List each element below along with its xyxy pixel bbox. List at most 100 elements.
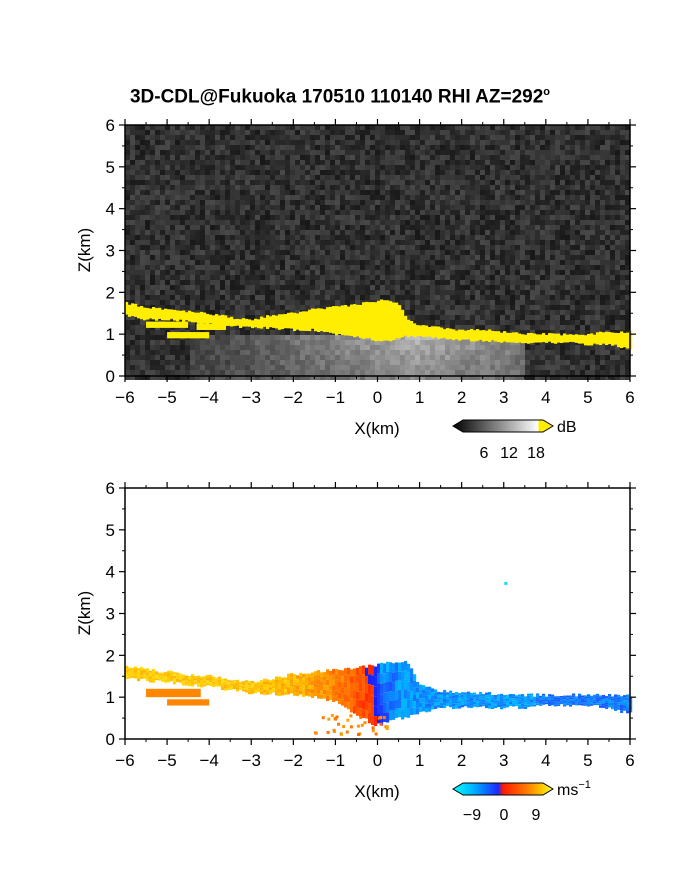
reflectivity-cell (595, 175, 600, 180)
reflectivity-cell (500, 350, 505, 355)
reflectivity-cell (415, 230, 420, 235)
reflectivity-cell (570, 210, 575, 215)
reflectivity-cell (125, 365, 130, 370)
reflectivity-cell (360, 345, 365, 350)
reflectivity-cell (180, 170, 185, 175)
reflectivity-cell (520, 360, 525, 365)
reflectivity-cell (550, 205, 555, 210)
reflectivity-cell (510, 250, 515, 255)
reflectivity-cell (575, 230, 580, 235)
reflectivity-cell (510, 185, 515, 190)
reflectivity-cell (295, 260, 300, 265)
reflectivity-cell (545, 305, 550, 310)
reflectivity-cell (455, 215, 460, 220)
reflectivity-cell (260, 140, 265, 145)
reflectivity-cell (130, 325, 135, 330)
reflectivity-cell (285, 210, 290, 215)
reflectivity-cell (140, 320, 145, 325)
reflectivity-cell (205, 220, 210, 225)
reflectivity-cell (255, 130, 260, 135)
reflectivity-cell (395, 185, 400, 190)
reflectivity-cell (500, 265, 505, 270)
reflectivity-cell (530, 205, 535, 210)
reflectivity-cell (300, 160, 305, 165)
reflectivity-cell (300, 175, 305, 180)
reflectivity-cell (335, 135, 340, 140)
reflectivity-cell (300, 285, 305, 290)
reflectivity-cell (275, 130, 280, 135)
reflectivity-cell (365, 140, 370, 145)
reflectivity-cell (510, 150, 515, 155)
reflectivity-cell (555, 215, 560, 220)
reflectivity-cell (170, 170, 175, 175)
reflectivity-cell (485, 140, 490, 145)
reflectivity-cell (590, 245, 595, 250)
reflectivity-cell (530, 235, 535, 240)
reflectivity-cell (305, 170, 310, 175)
reflectivity-cell (445, 170, 450, 175)
reflectivity-cell (470, 150, 475, 155)
reflectivity-cell (145, 210, 150, 215)
reflectivity-cell (160, 215, 165, 220)
reflectivity-cell (505, 330, 510, 335)
reflectivity-cell (350, 365, 355, 370)
reflectivity-cell (605, 275, 610, 280)
reflectivity-cell (530, 255, 535, 260)
reflectivity-cell (335, 140, 340, 145)
reflectivity-cell (175, 140, 180, 145)
reflectivity-cell (405, 280, 410, 285)
reflectivity-cell (175, 200, 180, 205)
reflectivity-cell (290, 140, 295, 145)
reflectivity-cell (205, 185, 210, 190)
reflectivity-cell (235, 170, 240, 175)
reflectivity-cell (585, 150, 590, 155)
reflectivity-cell (385, 130, 390, 135)
reflectivity-cell (175, 345, 180, 350)
reflectivity-cell (250, 205, 255, 210)
reflectivity-cell (420, 230, 425, 235)
reflectivity-cell (140, 135, 145, 140)
reflectivity-cell (370, 140, 375, 145)
reflectivity-cell (590, 230, 595, 235)
reflectivity-cell (175, 155, 180, 160)
reflectivity-cell (380, 175, 385, 180)
reflectivity-cell (300, 125, 305, 130)
reflectivity-cell (540, 325, 545, 330)
reflectivity-cell (390, 175, 395, 180)
reflectivity-cell (345, 355, 350, 360)
reflectivity-cell (195, 255, 200, 260)
reflectivity-cell (245, 250, 250, 255)
reflectivity-cell (240, 150, 245, 155)
reflectivity-cell (460, 305, 465, 310)
reflectivity-cell (480, 285, 485, 290)
reflectivity-cell (245, 165, 250, 170)
reflectivity-cell (205, 150, 210, 155)
reflectivity-cell (620, 225, 625, 230)
reflectivity-cell (420, 340, 425, 345)
reflectivity-cell (435, 300, 440, 305)
reflectivity-cell (280, 155, 285, 160)
reflectivity-cell (575, 210, 580, 215)
reflectivity-cell (185, 130, 190, 135)
reflectivity-cell (185, 205, 190, 210)
reflectivity-cell (330, 220, 335, 225)
reflectivity-cell (515, 200, 520, 205)
reflectivity-cell (235, 205, 240, 210)
reflectivity-cell (550, 185, 555, 190)
reflectivity-cell (485, 240, 490, 245)
reflectivity-cell (355, 205, 360, 210)
reflectivity-cell (540, 340, 545, 345)
reflectivity-cell (270, 205, 275, 210)
reflectivity-cell (485, 195, 490, 200)
reflectivity-cell (340, 145, 345, 150)
reflectivity-cell (150, 150, 155, 155)
reflectivity-cell (360, 170, 365, 175)
reflectivity-cell (335, 340, 340, 345)
reflectivity-cell (435, 290, 440, 295)
reflectivity-cell (625, 305, 630, 310)
reflectivity-cell (420, 145, 425, 150)
reflectivity-cell (315, 235, 320, 240)
reflectivity-cell (305, 290, 310, 295)
reflectivity-cell (390, 260, 395, 265)
reflectivity-cell (335, 125, 340, 130)
